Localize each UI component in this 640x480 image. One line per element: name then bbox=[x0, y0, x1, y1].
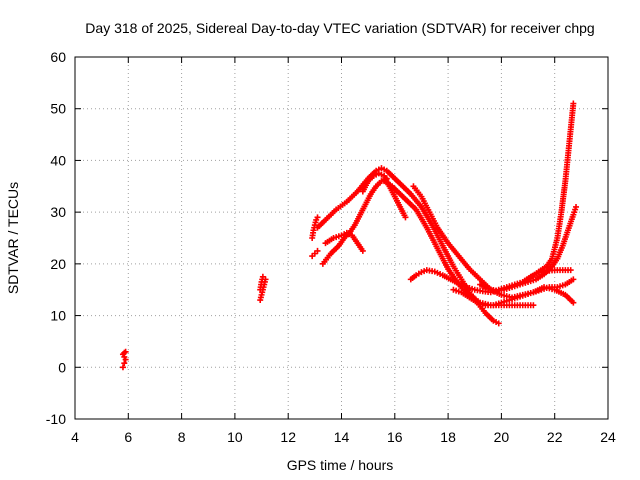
data-point bbox=[314, 214, 321, 221]
data-point bbox=[314, 247, 321, 254]
x-tick-label: 4 bbox=[71, 429, 79, 445]
data-point bbox=[122, 348, 129, 355]
x-tick-label: 18 bbox=[440, 429, 456, 445]
x-tick-label: 14 bbox=[334, 429, 350, 445]
data-point bbox=[402, 214, 409, 221]
data-point bbox=[570, 299, 577, 306]
y-tick-label: 50 bbox=[50, 101, 66, 117]
data-point bbox=[570, 276, 577, 283]
grid bbox=[75, 57, 608, 419]
axis-ticks: 4 6 8 10 12 14 16 18 20 22 24 -10 0 10 20 30 40 50 60 bbox=[46, 49, 616, 445]
data-point bbox=[257, 286, 264, 293]
data-point bbox=[567, 267, 574, 274]
y-axis-label: SDTVAR / TECUs bbox=[5, 182, 21, 294]
x-tick-label: 16 bbox=[387, 429, 403, 445]
series-arc-4 bbox=[309, 247, 321, 260]
y-tick-label: 20 bbox=[50, 256, 66, 272]
series-arc-1 bbox=[119, 348, 129, 371]
x-tick-label: 8 bbox=[178, 429, 186, 445]
x-tick-label: 20 bbox=[494, 429, 510, 445]
y-tick-label: 0 bbox=[58, 359, 66, 375]
y-tick-label: 10 bbox=[50, 308, 66, 324]
data-point bbox=[530, 302, 537, 309]
series-arc-8 bbox=[322, 229, 366, 254]
x-axis-label: GPS time / hours bbox=[287, 457, 394, 473]
x-tick-label: 6 bbox=[124, 429, 132, 445]
y-tick-label: 60 bbox=[50, 49, 66, 65]
series-arc-14 bbox=[450, 276, 577, 309]
series-arc-13 bbox=[525, 100, 577, 283]
x-tick-label: 10 bbox=[227, 429, 243, 445]
x-tick-label: 22 bbox=[547, 429, 563, 445]
data-point bbox=[573, 203, 580, 210]
x-tick-label: 12 bbox=[280, 429, 296, 445]
data-point bbox=[570, 100, 577, 107]
data-point bbox=[121, 360, 128, 367]
data-point bbox=[119, 364, 126, 371]
y-tick-label: 30 bbox=[50, 204, 66, 220]
data-point bbox=[359, 247, 366, 254]
x-tick-label: 24 bbox=[600, 429, 616, 445]
chart-title: Day 318 of 2025, Sidereal Day-to-day VTE… bbox=[85, 20, 594, 36]
series-arc-7 bbox=[319, 175, 390, 267]
y-tick-label: 40 bbox=[50, 152, 66, 168]
data-point bbox=[495, 320, 502, 327]
series-arc-2 bbox=[257, 273, 269, 304]
series-arc-12 bbox=[477, 203, 580, 294]
y-tick-label: -10 bbox=[46, 411, 66, 427]
data-points bbox=[119, 100, 580, 371]
